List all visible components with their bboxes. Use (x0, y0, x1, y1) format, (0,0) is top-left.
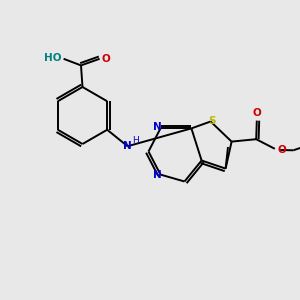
Text: N: N (152, 122, 161, 133)
Text: N: N (152, 170, 161, 181)
Text: H: H (133, 136, 140, 146)
Text: O: O (101, 54, 110, 64)
Text: O: O (252, 108, 261, 118)
Text: N: N (123, 141, 132, 151)
Text: O: O (277, 145, 286, 155)
Text: S: S (208, 116, 216, 126)
Text: HO: HO (44, 53, 62, 63)
